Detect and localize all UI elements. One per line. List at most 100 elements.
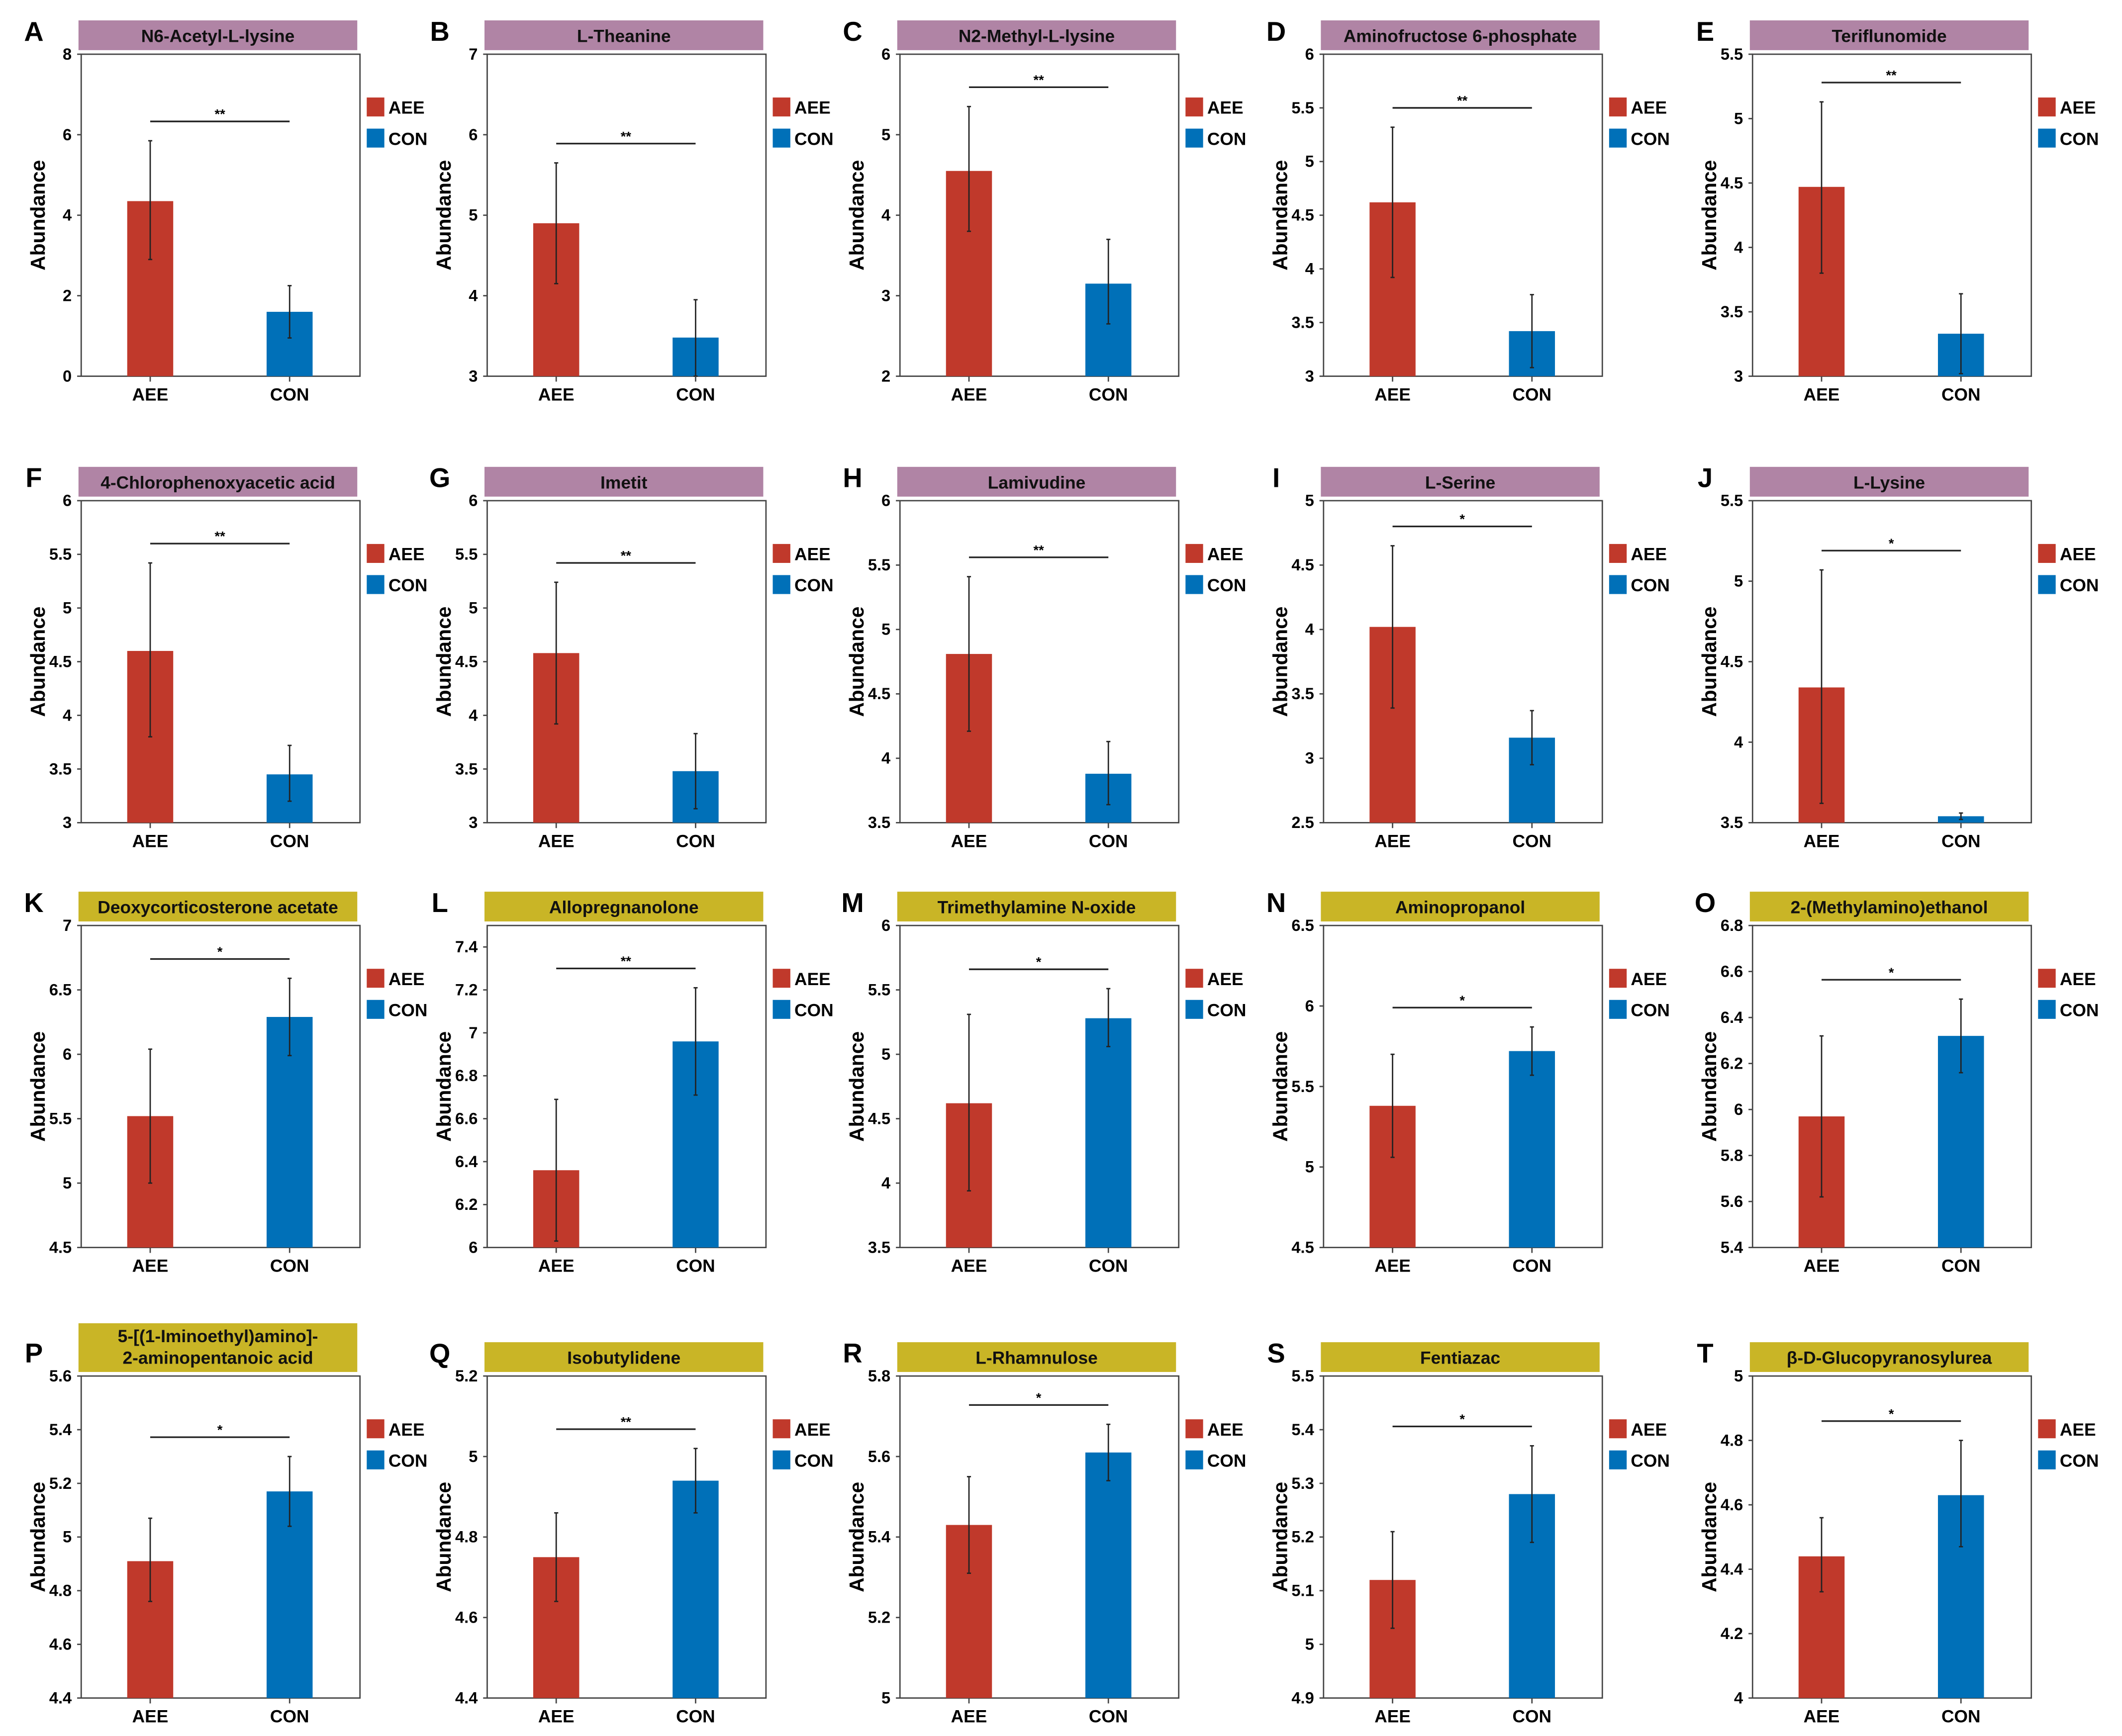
legend-label: CON xyxy=(2060,1001,2099,1020)
x-tick-label: CON xyxy=(1941,831,1981,851)
panel-letter: S xyxy=(1267,1338,1285,1369)
y-tick-label: 4.9 xyxy=(1291,1689,1314,1707)
title-box xyxy=(1749,20,2029,50)
y-tick-label: 4.5 xyxy=(49,1238,72,1257)
title-box xyxy=(897,466,1176,497)
title-box xyxy=(484,1342,764,1372)
y-tick-label: 5.5 xyxy=(49,545,72,563)
panel-letter: P xyxy=(25,1338,43,1369)
y-tick-label: 4.8 xyxy=(49,1581,72,1600)
legend-label: AEE xyxy=(2060,1420,2096,1440)
y-axis-label: Abundance xyxy=(845,1031,868,1142)
chart-title: Fentiazac xyxy=(1420,1349,1500,1368)
y-tick-label: 3.5 xyxy=(1291,313,1314,332)
legend-swatch-con xyxy=(1185,1000,1203,1019)
x-tick-label: CON xyxy=(270,1257,309,1276)
title-box xyxy=(1749,466,2029,497)
chart-title: L-Serine xyxy=(1425,473,1495,492)
legend-label: AEE xyxy=(2060,545,2096,564)
panel-m: M Trimethylamine N-oxide 3.5 4 4.5 5 5.5 6 Abund… xyxy=(841,888,1246,1276)
y-axis-label: Abundance xyxy=(1268,1031,1291,1142)
y-tick-label: 3.5 xyxy=(1291,684,1314,703)
y-tick-label: 4.5 xyxy=(868,1109,890,1128)
panel-letter: A xyxy=(24,16,43,47)
panel-letter: Q xyxy=(429,1338,450,1369)
chart-title: Teriflunomide xyxy=(1832,27,1946,46)
y-tick-label: 5 xyxy=(1305,491,1314,510)
legend-swatch-con xyxy=(367,1000,385,1019)
x-tick-label: AEE xyxy=(951,385,987,405)
y-tick-label: 3.5 xyxy=(868,1238,890,1257)
legend-label: CON xyxy=(794,576,834,595)
y-axis-label: Abundance xyxy=(1698,1482,1721,1592)
x-tick-label: CON xyxy=(1941,1257,1981,1276)
x-tick-label: AEE xyxy=(538,1257,575,1276)
panel-letter: I xyxy=(1272,463,1280,493)
legend-swatch-con xyxy=(772,575,790,594)
panel-letter: O xyxy=(1695,888,1716,918)
panel-letter: J xyxy=(1698,463,1713,493)
chart-title: L-Theanine xyxy=(577,27,671,46)
panel-s: S Fentiazac 4.9 5 5.1 5.2 5.3 5.4 5.5 Abundance AE… xyxy=(1267,1338,1670,1727)
significance-label: * xyxy=(1459,511,1465,527)
y-tick-label: 4 xyxy=(881,749,890,767)
y-tick-label: 5.4 xyxy=(1291,1420,1314,1439)
y-tick-label: 5.5 xyxy=(1721,45,1743,63)
y-tick-label: 5 xyxy=(881,1045,890,1063)
bar-con xyxy=(1085,1452,1132,1698)
y-axis-label: Abundance xyxy=(26,607,49,717)
legend-swatch-con xyxy=(2038,575,2056,594)
y-axis-label: Abundance xyxy=(845,160,868,271)
y-tick-label: 4.8 xyxy=(455,1528,478,1546)
legend-swatch-con xyxy=(367,128,385,148)
panel-letter: E xyxy=(1696,16,1714,47)
y-tick-label: 6.5 xyxy=(49,981,72,999)
y-axis-label: Abundance xyxy=(1268,1482,1291,1592)
x-tick-label: CON xyxy=(1089,831,1128,851)
y-tick-label: 4.2 xyxy=(1721,1624,1743,1643)
legend-swatch-aee xyxy=(2038,97,2056,117)
panel-letter: G xyxy=(429,463,450,493)
y-tick-label: 5.4 xyxy=(49,1420,72,1439)
plot-frame xyxy=(899,1375,1180,1699)
y-tick-label: 3 xyxy=(1734,366,1743,385)
legend-swatch-aee xyxy=(772,969,790,988)
plot-frame xyxy=(1323,500,1603,823)
legend-swatch-con xyxy=(1185,575,1203,594)
title-box xyxy=(78,466,358,497)
chart-title: N6-Acetyl-L-lysine xyxy=(141,27,295,46)
x-tick-label: AEE xyxy=(951,1707,987,1727)
y-tick-label: 4.4 xyxy=(455,1689,478,1707)
y-tick-label: 4 xyxy=(1734,238,1743,256)
plot-frame xyxy=(80,500,361,823)
plot-frame xyxy=(1751,1375,2032,1699)
title-box xyxy=(1321,892,1600,921)
y-tick-label: 3.5 xyxy=(1721,302,1743,321)
legend-swatch-aee xyxy=(2038,544,2056,563)
legend-swatch-aee xyxy=(772,1419,790,1439)
x-tick-label: AEE xyxy=(1804,831,1840,851)
panel-f: F 4-Chlorophenoxyacetic acid 3 3.5 4 4.5 5 5.5 6… xyxy=(25,463,427,851)
chart-title: 2-aminopentanoic acid xyxy=(122,1349,313,1368)
title-box xyxy=(897,20,1176,50)
legend-swatch-con xyxy=(2038,1000,2056,1019)
y-axis-label: Abundance xyxy=(845,607,868,717)
y-axis-label: Abundance xyxy=(26,160,49,271)
y-tick-label: 3 xyxy=(469,366,478,385)
legend-label: AEE xyxy=(794,545,831,564)
significance-label: ** xyxy=(621,548,632,563)
y-tick-label: 7 xyxy=(469,45,478,63)
x-tick-label: AEE xyxy=(132,831,169,851)
y-tick-label: 6.4 xyxy=(1721,1008,1743,1026)
significance-label: * xyxy=(1459,993,1465,1008)
legend-swatch-aee xyxy=(367,97,385,117)
legend-swatch-con xyxy=(2038,128,2056,148)
y-tick-label: 5 xyxy=(881,1689,890,1707)
y-tick-label: 6 xyxy=(881,45,890,63)
panel-letter: K xyxy=(24,888,43,918)
y-tick-label: 5.3 xyxy=(1291,1474,1314,1492)
chart-title: 4-Chlorophenoxyacetic acid xyxy=(100,473,335,492)
plot-frame xyxy=(1751,53,2032,377)
title-box xyxy=(78,892,358,921)
y-tick-label: 5.5 xyxy=(868,981,890,999)
